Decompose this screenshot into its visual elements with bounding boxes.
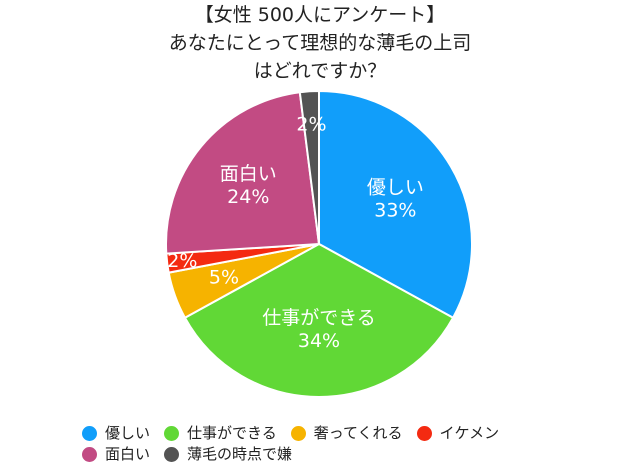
slice-percent-2: 5%: [209, 267, 239, 289]
legend-label: 優しい: [105, 424, 151, 442]
legend-label: 奢ってくれる: [313, 424, 403, 442]
pie-slice-5: [298, 89, 320, 245]
slice-label-0: 優しい: [367, 176, 424, 198]
legend-row-1: 面白い 薄毛の時点で嫌: [82, 444, 622, 464]
legend-label: 仕事ができる: [187, 424, 277, 442]
chart-legend: 優しい 仕事ができる 奢ってくれる イケメン面白い 薄毛の時点で嫌: [82, 423, 622, 465]
chart-title-line-3: はどれですか？: [253, 60, 387, 82]
legend-label: 薄毛の時点で嫌: [187, 445, 293, 463]
slice-percent-4: 24%: [227, 186, 269, 208]
slice-percent-0: 33%: [374, 199, 416, 221]
legend-item: 仕事ができる: [164, 423, 277, 443]
legend-swatch: [82, 425, 97, 441]
slice-label-4: 面白い: [220, 163, 277, 185]
legend-label: イケメン: [439, 424, 500, 442]
legend-item: 奢ってくれる: [290, 423, 403, 443]
legend-swatch: [164, 446, 180, 462]
legend-item: 優しい: [82, 423, 150, 443]
pie-slice-0: [318, 89, 473, 320]
legend-row-0: 優しい 仕事ができる 奢ってくれる イケメン: [82, 423, 622, 443]
slice-percent-3: 2%: [167, 250, 197, 272]
slice-percent-1: 34%: [298, 330, 340, 352]
legend-swatch: [290, 425, 306, 441]
legend-item: 薄毛の時点で嫌: [164, 444, 292, 464]
legend-swatch: [416, 425, 432, 441]
pie-slice-1: [183, 242, 455, 398]
legend-label: 面白い: [105, 445, 151, 463]
pie-slice-4: [165, 91, 321, 255]
chart-title-line-2: あなたにとって理想的な薄毛の上司: [168, 32, 472, 54]
legend-item: 面白い: [82, 444, 150, 464]
slice-label-1: 仕事ができる: [262, 307, 376, 329]
legend-swatch: [164, 425, 180, 441]
chart-title-line-1: 【女性 500人にアンケート】: [194, 4, 446, 26]
legend-swatch: [82, 446, 97, 462]
legend-item: イケメン: [416, 423, 500, 443]
slice-percent-5: 2%: [296, 113, 326, 135]
